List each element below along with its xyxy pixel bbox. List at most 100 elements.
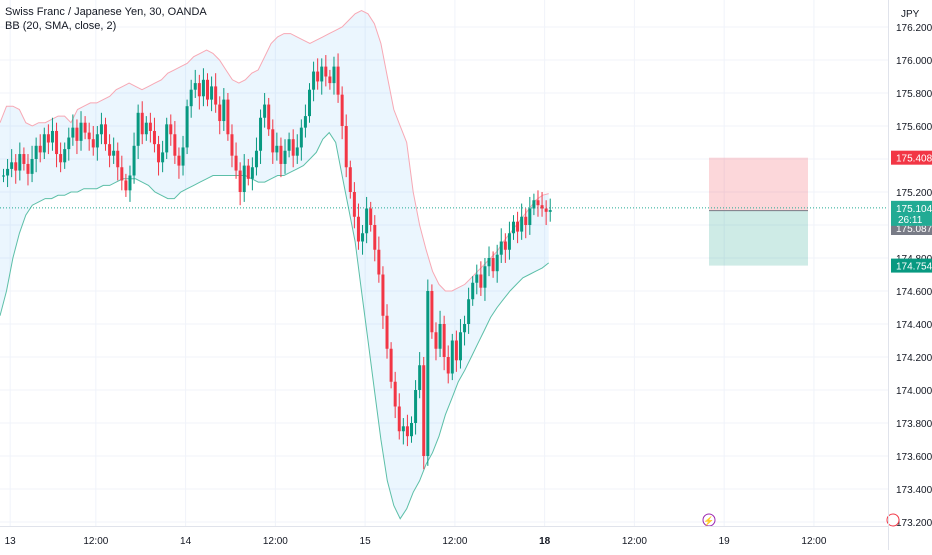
- candle-body-44: [181, 147, 185, 166]
- candle-body-4: [18, 154, 22, 171]
- candle-body-47: [193, 83, 197, 90]
- candle-body-81: [332, 66, 336, 84]
- bollinger-band-fill: [0, 10, 549, 519]
- y-tick-label-1: 176.000: [896, 56, 932, 67]
- candle-body-46: [189, 89, 193, 107]
- symbol-title[interactable]: Swiss Franc / Japanese Yen, 30, OANDA: [5, 6, 207, 18]
- candle-body-17: [71, 127, 75, 138]
- candle-body-64: [263, 104, 267, 118]
- currency-label[interactable]: JPY: [901, 9, 920, 20]
- candle-body-132: [540, 205, 544, 209]
- y-tick-label-10: 174.200: [896, 353, 932, 364]
- position-stop-zone[interactable]: [709, 157, 808, 211]
- x-tick-label-9: 12:00: [801, 536, 826, 547]
- candle-body-131: [536, 200, 540, 206]
- x-tick-label-5: 12:00: [442, 536, 467, 547]
- price-axis-separator: [888, 0, 889, 550]
- candle-body-72: [295, 147, 299, 156]
- candle-body-89: [365, 208, 369, 234]
- candle-body-88: [361, 233, 365, 242]
- candle-body-112: [458, 332, 462, 361]
- candle-body-70: [287, 139, 291, 151]
- candle-body-18: [75, 127, 79, 141]
- candle-body-29: [120, 167, 124, 181]
- candle-body-52: [214, 86, 218, 105]
- candle-body-28: [116, 150, 120, 168]
- candle-body-53: [218, 104, 222, 122]
- candle-body-128: [524, 216, 528, 225]
- x-tick-label-3: 12:00: [263, 536, 288, 547]
- candle-body-91: [373, 225, 377, 250]
- y-tick-label-13: 173.600: [896, 452, 932, 463]
- candle-body-82: [336, 66, 340, 95]
- candle-body-73: [299, 127, 303, 148]
- candle-body-111: [454, 340, 458, 361]
- candle-body-86: [352, 192, 356, 217]
- candle-body-129: [528, 208, 532, 225]
- candle-body-65: [267, 104, 271, 130]
- candle-body-42: [173, 134, 177, 156]
- candle-body-49: [201, 79, 205, 97]
- candle-body-30: [124, 180, 128, 191]
- candle-body-97: [397, 406, 401, 432]
- candle-body-45: [185, 106, 189, 148]
- countdown-bg: [891, 213, 932, 226]
- candle-body-60: [246, 165, 250, 179]
- y-tick-label-11: 174.000: [896, 386, 932, 397]
- position-target-zone[interactable]: [709, 210, 808, 266]
- candle-body-127: [520, 216, 524, 232]
- candle-body-55: [226, 99, 230, 135]
- y-tick-label-3: 175.600: [896, 122, 932, 133]
- candle-body-108: [442, 324, 446, 357]
- candle-body-103: [422, 365, 426, 456]
- candle-body-56: [230, 134, 234, 156]
- price-tag-label-3: 174.754: [896, 262, 932, 273]
- candle-body-71: [291, 139, 295, 156]
- y-tick-label-15: 173.200: [896, 518, 932, 529]
- candle-body-27: [112, 150, 116, 156]
- candle-body-39: [161, 152, 165, 163]
- indicator-label[interactable]: BB (20, SMA, close, 2): [5, 20, 117, 32]
- candle-body-105: [430, 291, 434, 333]
- candle-body-0: [2, 175, 5, 177]
- candle-body-102: [418, 365, 422, 390]
- candle-body-14: [59, 154, 63, 163]
- event-marker-icon[interactable]: [886, 513, 900, 527]
- candle-body-22: [91, 139, 95, 148]
- candle-body-57: [234, 155, 238, 171]
- y-tick-label-14: 173.400: [896, 485, 932, 496]
- candle-body-104: [426, 291, 430, 456]
- candle-body-117: [479, 274, 483, 288]
- candle-body-90: [369, 208, 373, 225]
- y-tick-label-8: 174.600: [896, 287, 932, 298]
- candle-body-126: [516, 221, 520, 232]
- candle-body-2: [10, 162, 14, 169]
- candle-body-50: [206, 79, 209, 100]
- candle-body-80: [328, 76, 332, 84]
- candle-body-31: [128, 175, 132, 191]
- candle-body-68: [279, 145, 283, 164]
- candle-body-51: [210, 86, 214, 100]
- candle-body-66: [271, 129, 275, 153]
- candle-body-37: [152, 130, 156, 145]
- candle-body-26: [108, 144, 112, 156]
- x-tick-label-7: 12:00: [622, 536, 647, 547]
- candle-body-13: [55, 130, 59, 155]
- candle-body-84: [344, 126, 348, 168]
- y-tick-label-5: 175.200: [896, 188, 932, 199]
- candle-body-124: [507, 233, 511, 250]
- time-axis-separator: [0, 526, 888, 527]
- x-tick-label-4: 15: [360, 536, 372, 547]
- candle-body-15: [63, 149, 67, 163]
- candle-body-54: [222, 99, 226, 122]
- x-tick-label-1: 12:00: [83, 536, 108, 547]
- candle-body-118: [483, 266, 487, 288]
- candle-body-95: [389, 348, 393, 382]
- candle-body-43: [177, 155, 181, 166]
- candle-body-16: [67, 137, 71, 150]
- price-tag-0: [891, 150, 932, 165]
- candle-body-96: [393, 381, 397, 407]
- candle-body-115: [471, 282, 475, 300]
